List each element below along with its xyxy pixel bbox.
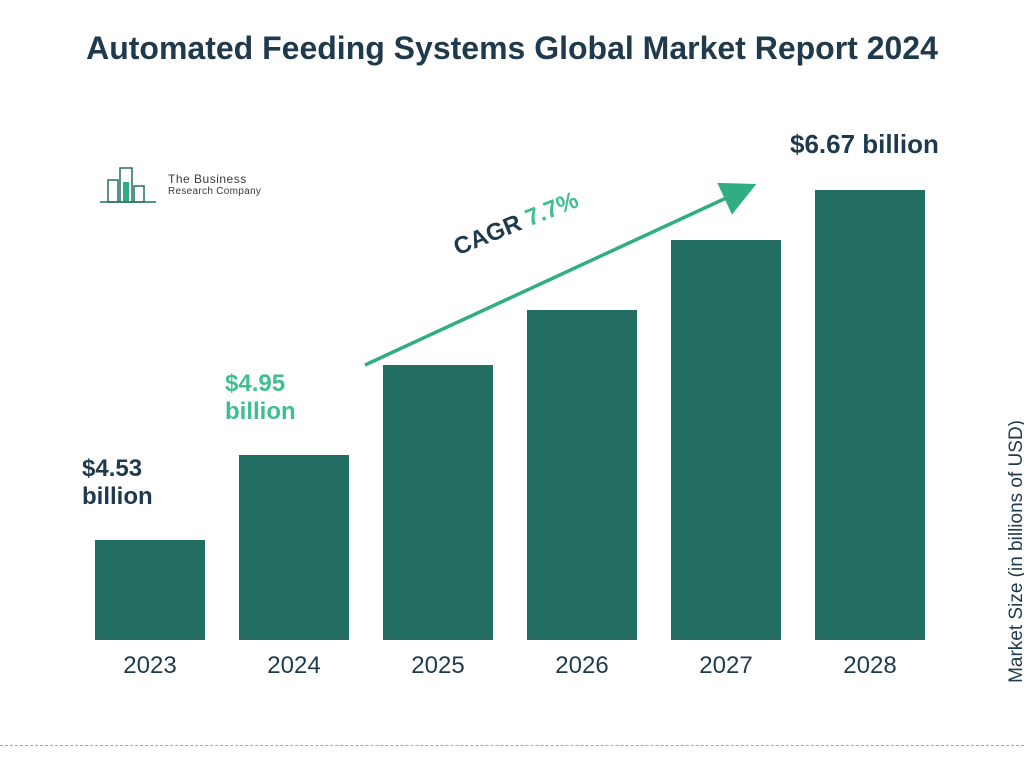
bar-2028 — [810, 190, 930, 640]
bar-2024 — [234, 455, 354, 640]
bar — [239, 455, 349, 640]
bar — [815, 190, 925, 640]
xlabel: 2028 — [810, 652, 930, 680]
xlabel: 2026 — [522, 652, 642, 680]
chart-title: Automated Feeding Systems Global Market … — [0, 28, 1024, 68]
bar-2026 — [522, 310, 642, 640]
bar — [95, 540, 205, 640]
xlabel: 2027 — [666, 652, 786, 680]
bar — [527, 310, 637, 640]
footer-divider — [0, 745, 1024, 746]
bar-2027 — [666, 240, 786, 640]
bar — [383, 365, 493, 640]
xlabel: 2024 — [234, 652, 354, 680]
bars-container — [80, 140, 940, 640]
xlabel: 2023 — [90, 652, 210, 680]
x-axis-labels: 2023 2024 2025 2026 2027 2028 — [80, 652, 940, 680]
bar — [671, 240, 781, 640]
y-axis-label: Market Size (in billions of USD) — [1006, 420, 1024, 683]
xlabel: 2025 — [378, 652, 498, 680]
bar-2023 — [90, 540, 210, 640]
bar-2025 — [378, 365, 498, 640]
bar-chart: 2023 2024 2025 2026 2027 2028 — [80, 140, 940, 680]
